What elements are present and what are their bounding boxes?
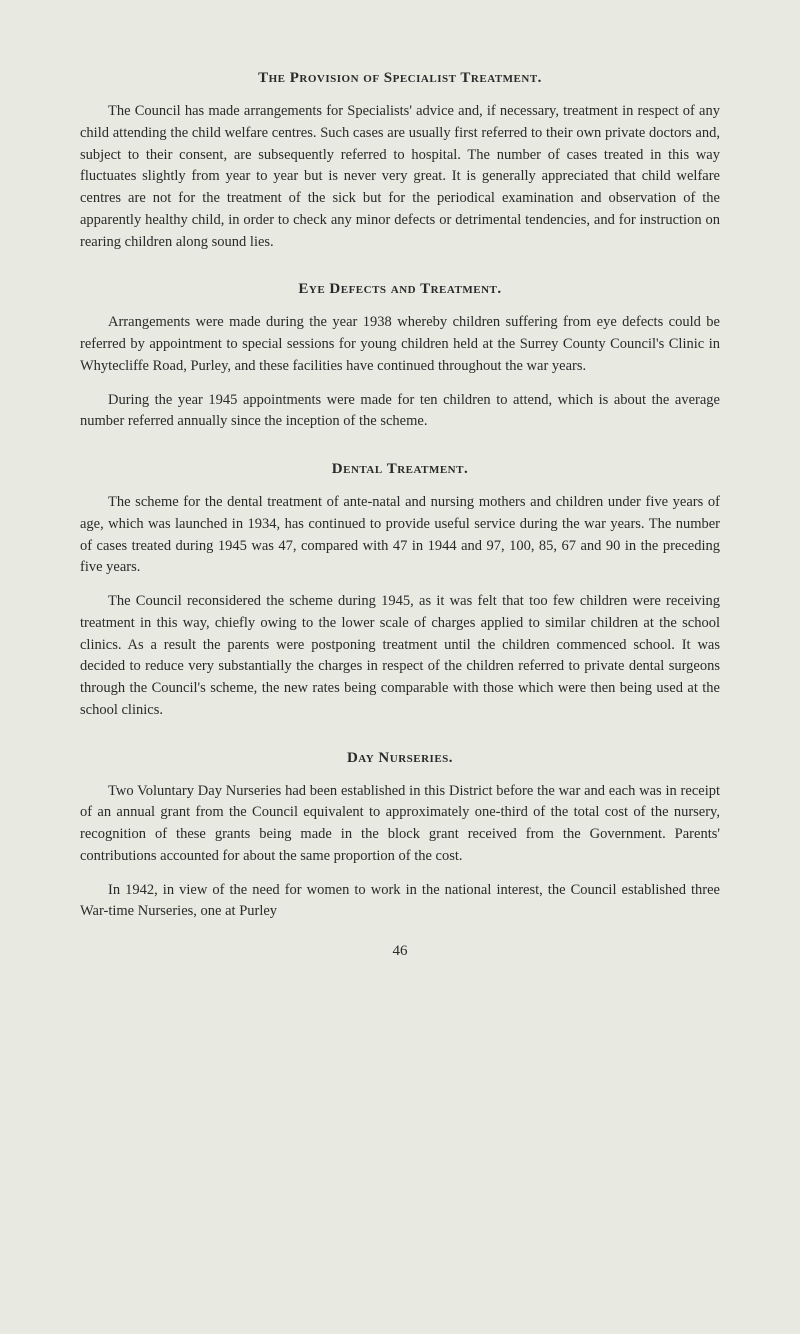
body-paragraph: The Council has made arrangements for Sp…	[80, 101, 720, 253]
body-paragraph: In 1942, in view of the need for women t…	[80, 880, 720, 924]
body-paragraph: Arrangements were made during the year 1…	[80, 312, 720, 377]
body-paragraph: The Council reconsidered the scheme duri…	[80, 591, 720, 722]
section-heading: Day Nurseries.	[80, 750, 720, 767]
body-paragraph: The scheme for the dental treatment of a…	[80, 492, 720, 579]
body-paragraph: During the year 1945 appointments were m…	[80, 390, 720, 434]
section-heading: Eye Defects and Treatment.	[80, 281, 720, 298]
document-page: The Provision of Specialist Treatment. T…	[80, 70, 720, 960]
body-paragraph: Two Voluntary Day Nurseries had been est…	[80, 781, 720, 868]
section-heading: The Provision of Specialist Treatment.	[80, 70, 720, 87]
page-number: 46	[80, 943, 720, 960]
section-heading: Dental Treatment.	[80, 461, 720, 478]
